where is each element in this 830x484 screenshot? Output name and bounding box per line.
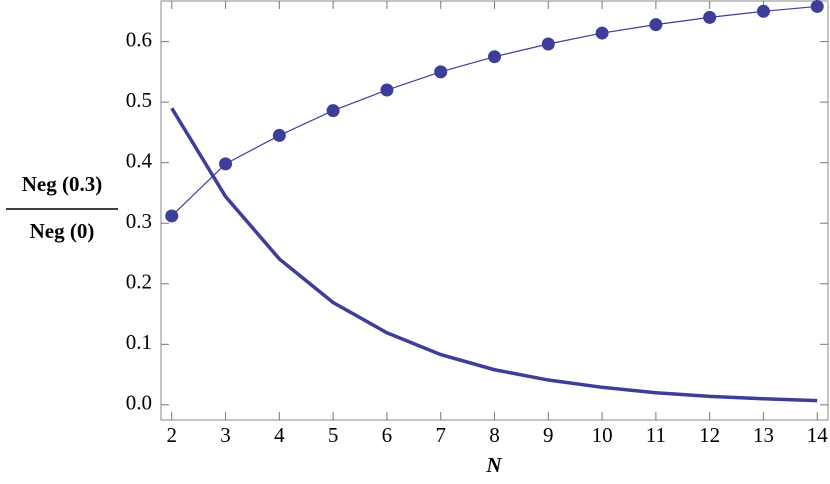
point	[649, 18, 663, 32]
series-line	[171, 5, 818, 217]
x-tick-label: 8	[489, 423, 500, 447]
x-tick-label: 2	[167, 423, 178, 447]
y-label-numerator: Neg (0.3)	[22, 172, 102, 196]
point	[272, 128, 286, 142]
y-label-denominator: Neg (0)	[30, 219, 95, 243]
series-line	[170, 107, 818, 403]
x-tick-label: 7	[435, 423, 446, 447]
point	[703, 10, 717, 24]
point	[756, 4, 770, 18]
x-tick-label: 12	[699, 423, 720, 447]
x-tick-label: 6	[382, 423, 393, 447]
x-tick-label: 13	[753, 423, 774, 447]
x-label: N	[485, 453, 502, 477]
x-tick-label: 9	[543, 423, 554, 447]
point	[434, 65, 448, 79]
point	[326, 104, 340, 118]
x-tick-label: 14	[807, 423, 829, 447]
y-tick-label: 0.6	[126, 27, 152, 51]
y-tick-label: 0.4	[126, 148, 153, 172]
point	[165, 209, 179, 223]
point	[541, 37, 555, 51]
x-tick-label: 4	[274, 423, 285, 447]
point	[488, 50, 501, 64]
point	[219, 157, 233, 171]
x-tick-label: 3	[220, 423, 231, 447]
y-tick-label: 0.2	[126, 270, 152, 294]
y-tick-label: 0.1	[126, 330, 152, 354]
frame	[160, 0, 829, 421]
x-tick-label: 11	[646, 423, 666, 447]
y-tick-label: 0.0	[126, 391, 152, 415]
x-tick-label: 10	[592, 423, 613, 447]
y-tick-label: 0.5	[126, 88, 152, 112]
point	[380, 83, 394, 97]
point	[810, 0, 824, 13]
x-tick-label: 5	[328, 423, 339, 447]
point	[595, 26, 609, 40]
y-tick-label: 0.3	[126, 209, 152, 233]
